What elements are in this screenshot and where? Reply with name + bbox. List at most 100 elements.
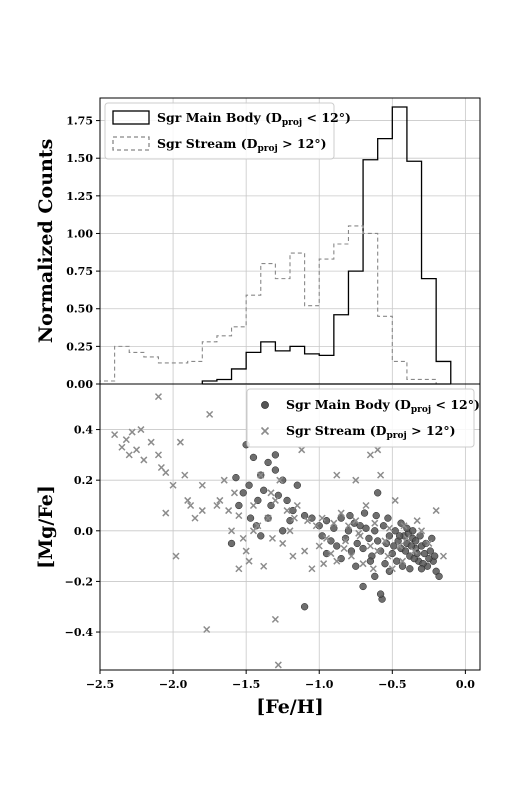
scatter-stream-point (337, 509, 345, 517)
scatter-main-body-point (412, 537, 420, 545)
scatter-stream-point (154, 451, 162, 459)
scatter-stream-point (276, 476, 284, 484)
scatter-main-body-point (337, 554, 345, 563)
scatter-main-body-point (260, 486, 268, 494)
scatter-stream-point (432, 507, 440, 515)
scatter-stream-point (187, 501, 195, 510)
scatter-stream-point (290, 514, 298, 522)
scatter-main-body-point (359, 582, 367, 591)
histogram-y-tick-label: 0.25 (66, 340, 93, 353)
scatter-main-body-point (279, 527, 287, 535)
scatter-stream-point (181, 471, 189, 479)
scatter-stream-point (283, 507, 291, 515)
scatter-stream-point (162, 509, 170, 517)
scatter-stream-point (403, 534, 411, 542)
scatter-main-body-point (322, 517, 331, 525)
scatter-stream-point (267, 489, 275, 497)
scatter-main-body-point (371, 527, 379, 535)
scatter-stream-point (384, 552, 392, 560)
scatter-stream-point (286, 527, 294, 535)
scatter-stream-point (220, 476, 228, 484)
histogram-legend: Sgr Main Body (Dproj < 12°) Sgr Stream (… (104, 102, 351, 160)
scatter-stream-point (355, 529, 363, 537)
scatter-main-body-point (264, 458, 272, 467)
histogram-y-tick-label: 0.50 (66, 303, 93, 316)
scatter-x-tick-label: −1.5 (232, 678, 260, 691)
scatter-stream-point (239, 534, 247, 542)
scatter-y-tick-label: −0.2 (65, 575, 93, 588)
scatter-stream-point (342, 537, 350, 545)
histogram-stream-line (99, 225, 437, 384)
scatter-stream-point (213, 501, 221, 510)
scatter-legend-main-body-label: Sgr Main Body (Dproj < 12°) (286, 397, 480, 415)
scatter-stream-point (366, 451, 374, 459)
scatter-stream-point (128, 428, 136, 436)
scatter-main-body-point (384, 514, 392, 522)
scatter-main-body-point (352, 562, 360, 570)
scatter-main-body-point (283, 496, 291, 505)
scatter-stream-point (308, 565, 316, 573)
scatter-main-body-point (395, 532, 404, 540)
scatter-stream-point (371, 519, 379, 527)
scatter-stream-point (293, 501, 301, 510)
scatter-stream-point (268, 534, 276, 542)
scatter-stream-point (374, 547, 382, 555)
legend-stream-swatch (112, 136, 150, 151)
scatter-main-body-point (374, 489, 382, 497)
scatter-stream-point (301, 547, 309, 555)
scatter-stream-point (304, 517, 312, 525)
scatter-main-body-point (333, 542, 341, 550)
scatter-stream-point (274, 661, 282, 669)
scatter-main-body-point (362, 524, 370, 532)
scatter-stream-point (369, 565, 377, 573)
scatter-stream-point (172, 552, 180, 560)
scatter-stream-point (340, 544, 348, 553)
scatter-main-body-point (293, 481, 301, 489)
scatter-y-tick-label: −0.4 (65, 626, 94, 639)
scatter-legend: Sgr Main Body (Dproj < 12°) Sgr Stream (… (246, 388, 480, 448)
scatter-stream-point (327, 550, 335, 558)
scatter-stream-point (235, 565, 243, 573)
scatter-stream-point (410, 547, 418, 555)
scatter-main-body-point (390, 542, 398, 550)
scatter-main-body-point (366, 557, 375, 565)
scatter-main-body-point (431, 552, 439, 560)
scatter-x-tick-label: −0.5 (378, 678, 406, 691)
scatter-stream-point (203, 625, 211, 634)
scatter-stream-point (260, 562, 268, 570)
scatter-stream-point (235, 512, 243, 520)
scatter-x-tick-label: 0.0 (456, 678, 475, 691)
scatter-stream-point (230, 489, 238, 497)
scatter-stream-point (320, 560, 328, 568)
scatter-stream-point (439, 552, 447, 560)
scatter-main-body-point (406, 565, 414, 573)
scatter-main-body-point (271, 466, 280, 474)
scatter-main-body-point (398, 562, 407, 570)
scatter-y-label: [Mg/Fe] (35, 485, 57, 569)
scatter-stream-point (137, 426, 145, 434)
scatter-legend-stream-label: Sgr Stream (Dproj > 12°) (286, 423, 456, 441)
scatter-main-body-point (417, 565, 426, 573)
scatter-x-tick-label: −2.5 (86, 678, 114, 691)
histogram-y-tick-label: 1.25 (66, 190, 93, 203)
scatter-stream-point (359, 560, 367, 568)
legend-main-body-label: Sgr Main Body (Dproj < 12°) (157, 110, 351, 128)
scatter-main-body-point (227, 539, 236, 548)
scatter-main-body-point (393, 557, 401, 565)
scatter-main-body-point (271, 451, 280, 459)
scatter-main-body-point (246, 514, 255, 522)
scatter-frame (99, 383, 481, 671)
scatter-main-body-point (388, 549, 396, 558)
scatter-main-body-point (376, 590, 385, 598)
scatter-stream-point (352, 517, 360, 525)
legend-stream-label: Sgr Stream (Dproj > 12°) (157, 136, 327, 154)
scatter-stream-point (245, 557, 253, 565)
scatter-main-body-point (289, 506, 297, 515)
scatter-main-body-point (346, 511, 354, 520)
scatter-stream-point (242, 547, 250, 555)
scatter-main-body-point (327, 537, 335, 545)
scatter-main-body-point (286, 517, 294, 525)
scatter-stream-point (312, 522, 320, 530)
scatter-stream-point (289, 552, 297, 560)
scatter-main-body-point (385, 532, 394, 540)
